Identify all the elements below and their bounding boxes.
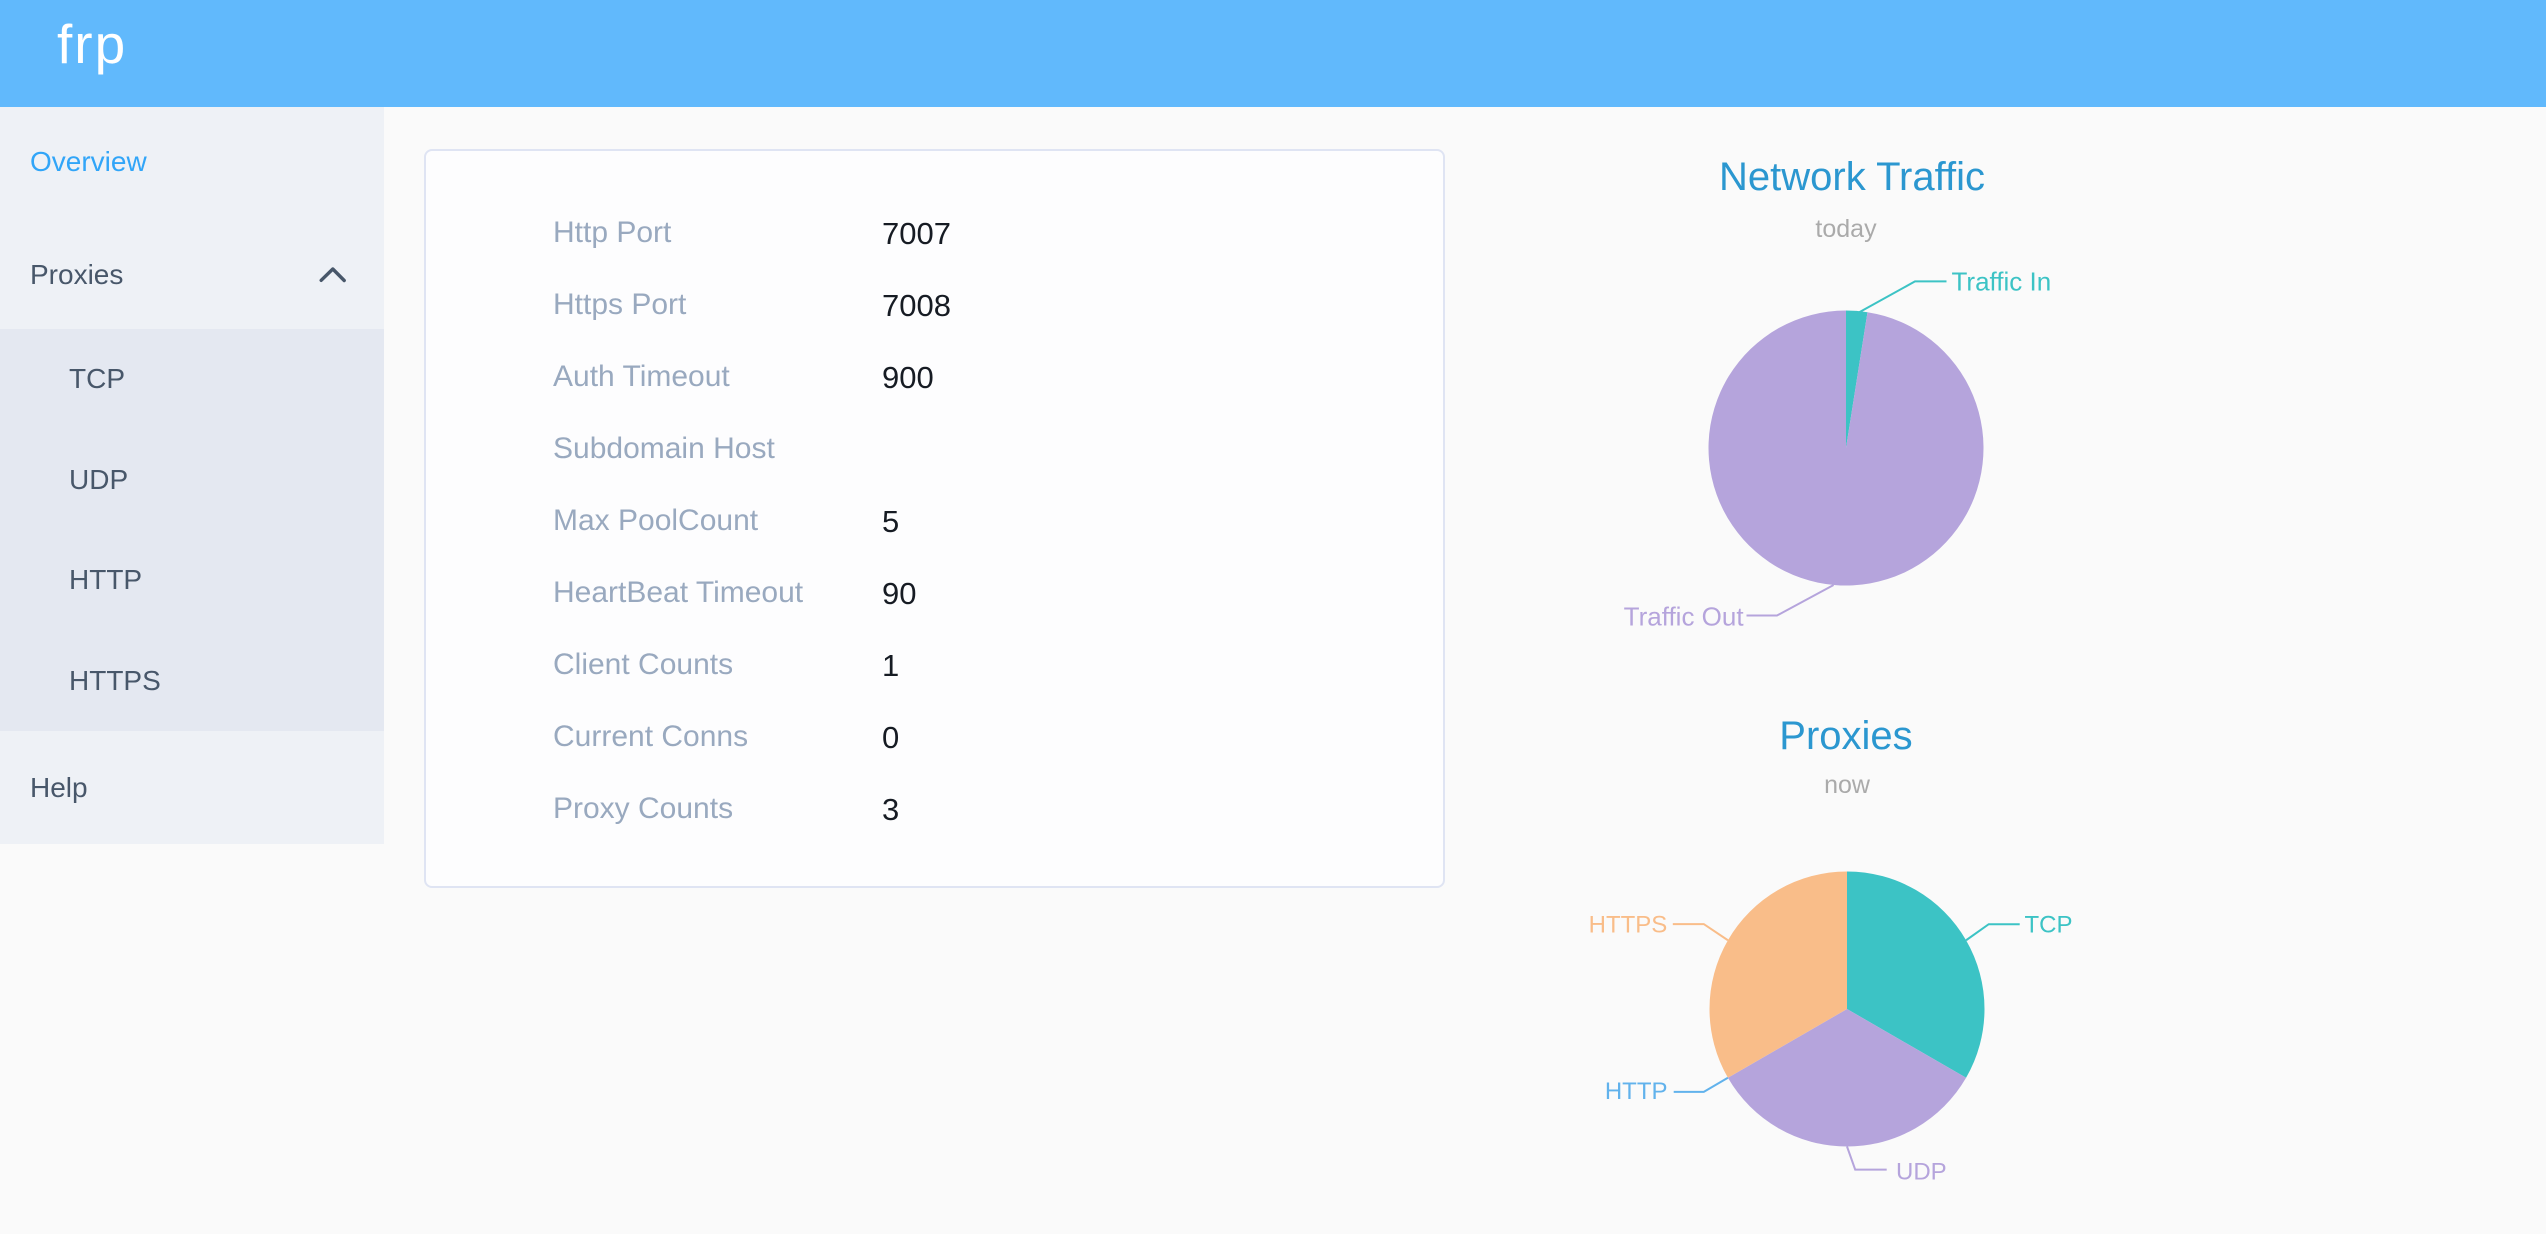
svg-text:Traffic In: Traffic In	[1952, 267, 2052, 297]
svg-text:Proxies: Proxies	[1779, 714, 1912, 758]
svg-text:TCP: TCP	[2025, 912, 2073, 939]
svg-text:HTTP: HTTP	[1605, 1078, 1668, 1105]
svg-text:Traffic Out: Traffic Out	[1624, 602, 1745, 632]
svg-text:Network Traffic: Network Traffic	[1719, 155, 1985, 199]
svg-text:HTTPS: HTTPS	[1589, 912, 1668, 939]
svg-text:now: now	[1824, 771, 1871, 799]
svg-text:UDP: UDP	[1896, 1159, 1947, 1186]
svg-text:today: today	[1815, 215, 1877, 243]
